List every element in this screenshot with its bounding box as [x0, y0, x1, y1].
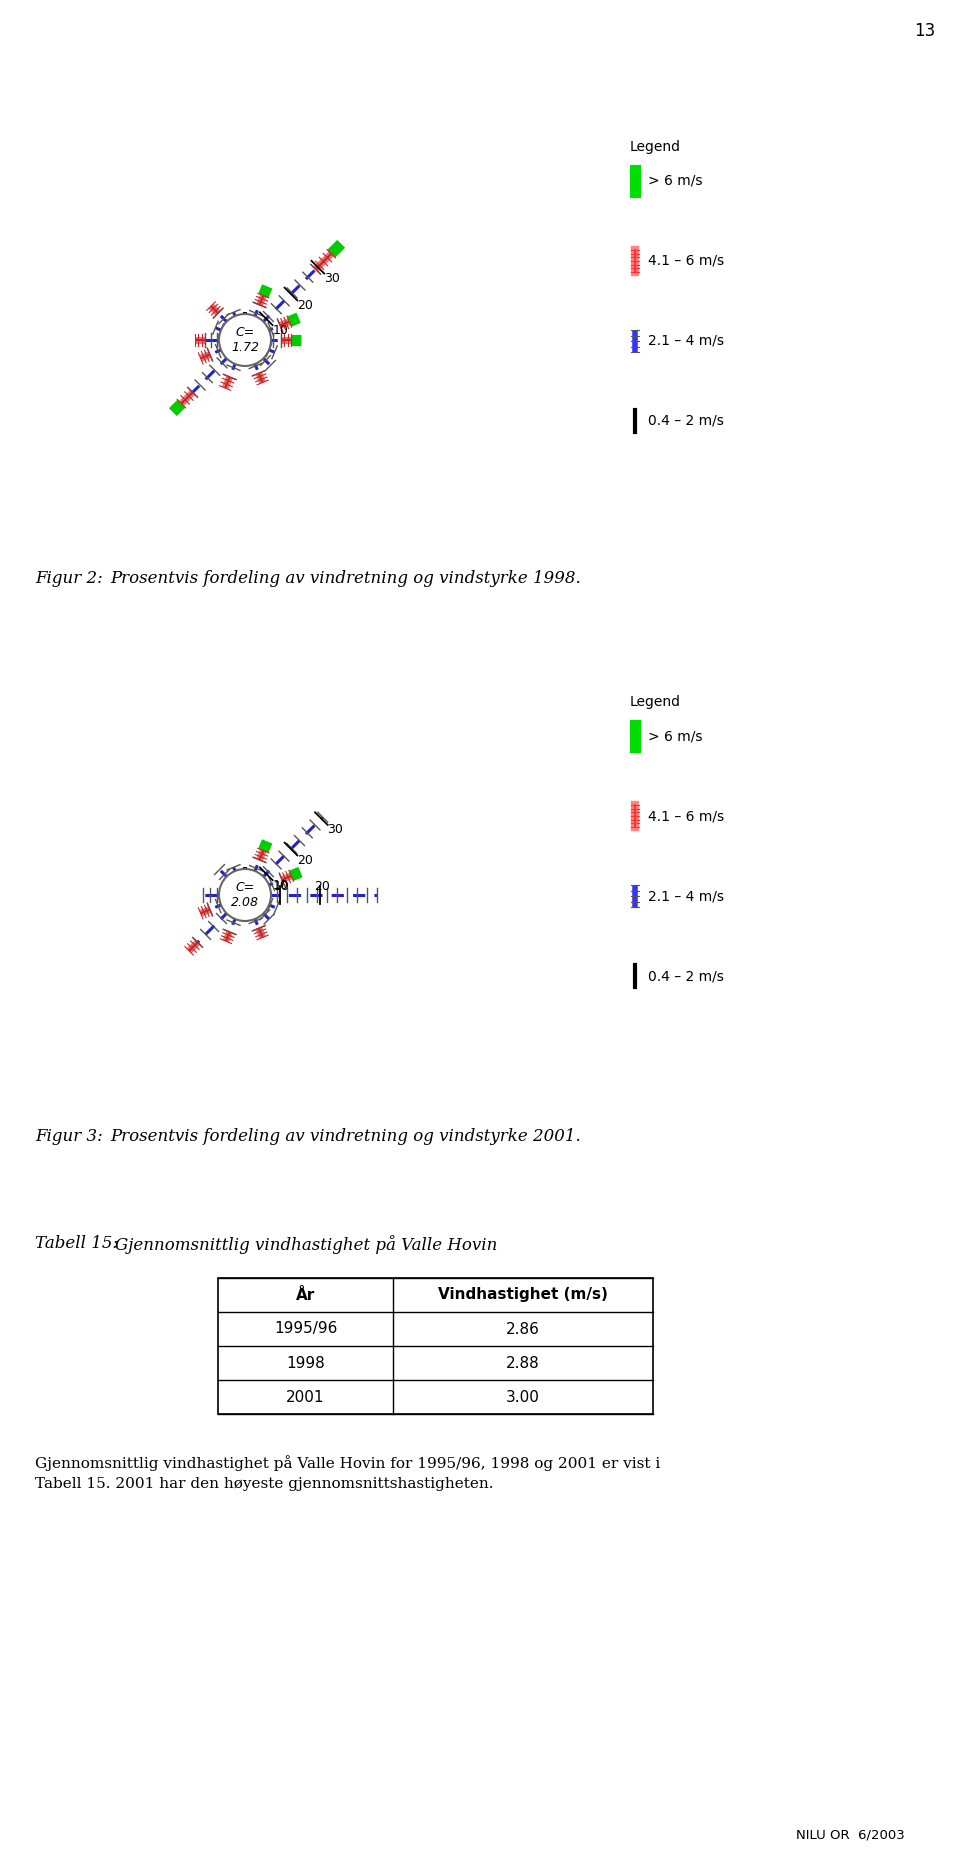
Text: Prosentvis fordeling av vindretning og vindstyrke 2001.: Prosentvis fordeling av vindretning og v… [110, 1128, 581, 1145]
Text: 4.1 – 6 m/s: 4.1 – 6 m/s [648, 808, 724, 823]
Text: Gjennomsnittlig vindhastighet på Valle Hovin: Gjennomsnittlig vindhastighet på Valle H… [115, 1236, 497, 1254]
Text: 2.88: 2.88 [506, 1356, 540, 1371]
Text: 2.1 – 4 m/s: 2.1 – 4 m/s [648, 890, 724, 903]
Text: > 6 m/s: > 6 m/s [648, 174, 703, 189]
Text: 30: 30 [324, 272, 340, 285]
Text: År: År [296, 1288, 315, 1302]
Text: 13: 13 [914, 22, 935, 41]
Bar [218, 1278, 653, 1413]
Text: 2.1 – 4 m/s: 2.1 – 4 m/s [648, 335, 724, 348]
Text: Tabell 15:: Tabell 15: [35, 1236, 118, 1252]
Text: Legend: Legend [630, 696, 681, 709]
Text: C=
1.72: C= 1.72 [231, 326, 259, 353]
Text: Tabell 15. 2001 har den høyeste gjennomsnittshastigheten.: Tabell 15. 2001 har den høyeste gjennoms… [35, 1476, 493, 1491]
Text: 1998: 1998 [286, 1356, 324, 1371]
Text: Gjennomsnittlig vindhastighet på Valle Hovin for 1995/96, 1998 og 2001 er vist i: Gjennomsnittlig vindhastighet på Valle H… [35, 1454, 660, 1471]
Circle shape [219, 314, 271, 366]
Circle shape [219, 870, 271, 921]
Text: 1995/96: 1995/96 [274, 1321, 337, 1336]
Text: > 6 m/s: > 6 m/s [648, 729, 703, 744]
Text: 2.86: 2.86 [506, 1321, 540, 1336]
Text: 10: 10 [274, 879, 290, 892]
Text: 10: 10 [273, 324, 288, 337]
Text: Legend: Legend [630, 141, 681, 154]
Text: 30: 30 [327, 823, 344, 836]
Text: 20: 20 [298, 855, 313, 868]
Text: Figur 2:: Figur 2: [35, 570, 103, 586]
Text: 2001: 2001 [286, 1389, 324, 1404]
Text: C=
2.08: C= 2.08 [231, 881, 259, 908]
Text: Figur 3:: Figur 3: [35, 1128, 103, 1145]
Text: 0.4 – 2 m/s: 0.4 – 2 m/s [648, 414, 724, 427]
Text: NILU OR  6/2003: NILU OR 6/2003 [796, 1828, 905, 1841]
Text: 4.1 – 6 m/s: 4.1 – 6 m/s [648, 253, 724, 268]
Text: 10: 10 [273, 879, 288, 892]
Text: 20: 20 [298, 300, 313, 313]
Text: 3.00: 3.00 [506, 1389, 540, 1404]
Text: 20: 20 [314, 879, 330, 892]
Text: 0.4 – 2 m/s: 0.4 – 2 m/s [648, 969, 724, 982]
Text: Vindhastighet (m/s): Vindhastighet (m/s) [438, 1288, 608, 1302]
Text: Prosentvis fordeling av vindretning og vindstyrke 1998.: Prosentvis fordeling av vindretning og v… [110, 570, 581, 586]
